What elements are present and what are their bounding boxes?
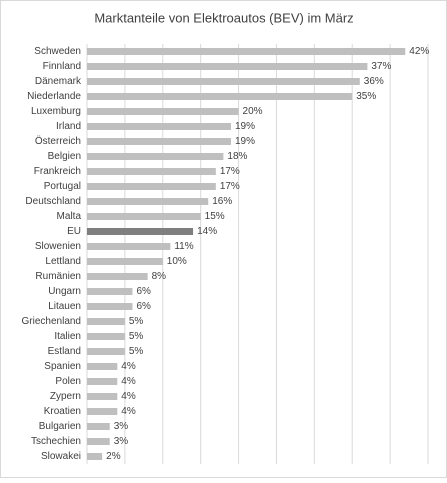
value-label: 2% [106,451,121,462]
y-tick-label: Tschechien [31,436,81,447]
y-tick-label: Dänemark [35,76,82,87]
bar [87,348,125,355]
value-label: 11% [174,241,193,252]
value-label: 10% [167,256,187,267]
value-label: 3% [114,421,129,432]
value-label: 17% [220,166,240,177]
bar [87,63,368,70]
y-tick-label: Zypern [50,391,81,402]
value-label: 4% [121,361,136,372]
y-tick-label: Rumänien [35,271,81,282]
y-tick-label: Österreich [35,135,81,147]
bar [87,228,194,235]
value-label: 5% [129,346,144,357]
bar [87,198,209,205]
y-tick-label: Schweden [34,46,81,57]
bar [87,333,125,340]
y-tick-label: Bulgarien [39,421,81,432]
value-label: 42% [409,46,429,57]
y-tick-label: Luxemburg [31,106,81,117]
y-tick-label: Italien [54,331,81,342]
bar [87,288,133,295]
bar [87,258,163,265]
y-tick-label: Kroatien [44,406,81,417]
value-label: 19% [235,136,255,147]
value-label: 19% [235,121,255,132]
value-label: 17% [220,181,240,192]
value-label: 16% [212,196,232,207]
y-tick-label: EU [67,226,81,237]
y-tick-label: Lettland [45,256,81,267]
bar [87,408,118,415]
value-label: 15% [205,211,225,222]
y-tick-label: Litauen [48,301,81,312]
bar [87,423,110,430]
y-tick-label: Deutschland [25,196,81,207]
bar [87,363,118,370]
value-label: 6% [136,301,151,312]
value-label: 4% [121,376,136,387]
bar [87,168,216,175]
value-label: 4% [121,406,136,417]
value-label: 6% [136,286,151,297]
bar [87,48,406,55]
value-label: 20% [243,106,263,117]
y-tick-label: Ungarn [48,286,81,297]
y-tick-label: Frankreich [34,166,81,177]
y-tick-label: Finnland [43,61,81,72]
bar [87,138,231,145]
bar [87,123,231,130]
y-tick-label: Estland [48,346,81,357]
y-tick-label: Portugal [44,181,81,192]
bar [87,108,239,115]
value-label: 37% [371,61,391,72]
bar [87,318,125,325]
bar [87,183,216,190]
value-label: 36% [364,76,384,87]
bar [87,273,148,280]
value-label: 4% [121,391,136,402]
value-label: 18% [227,151,247,162]
bar [87,213,201,220]
chart-title: Marktanteile von Elektroautos (BEV) im M… [94,10,353,25]
value-label: 5% [129,331,144,342]
y-tick-label: Slowenien [35,241,81,252]
value-label: 3% [114,436,129,447]
bar [87,93,353,100]
y-tick-label: Niederlande [27,91,81,102]
value-label: 14% [197,226,217,237]
y-tick-label: Spanien [44,361,81,372]
bar [87,153,224,160]
bar [87,378,118,385]
bar [87,453,103,460]
bar [87,243,171,250]
bar [87,78,360,85]
y-tick-label: Polen [55,376,81,387]
y-tick-label: Malta [57,211,82,222]
value-label: 5% [129,316,144,327]
bar [87,393,118,400]
bar [87,438,110,445]
y-tick-label: Griechenland [22,316,81,327]
value-label: 8% [152,271,167,282]
y-tick-label: Irland [56,121,81,132]
y-tick-label: Slowakei [41,451,81,462]
bar [87,303,133,310]
value-label: 35% [356,91,376,102]
y-tick-label: Belgien [48,151,81,162]
